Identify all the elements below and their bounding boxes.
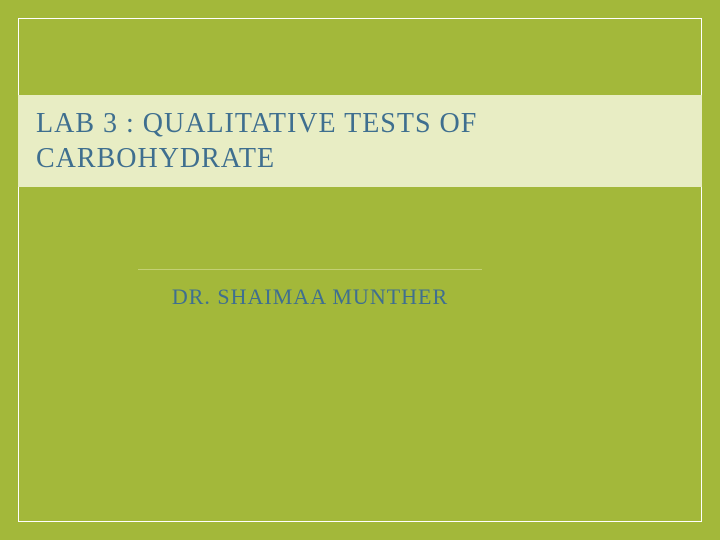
slide-title: LAB 3 : QUALITATIVE TESTS OF CARBOHYDRAT… [36,106,684,176]
slide-border [18,18,702,522]
divider [138,269,482,270]
presentation-slide: LAB 3 : QUALITATIVE TESTS OF CARBOHYDRAT… [0,0,720,540]
slide-author: DR. SHAIMAA MUNTHER [0,284,620,310]
title-container: LAB 3 : QUALITATIVE TESTS OF CARBOHYDRAT… [18,95,702,187]
